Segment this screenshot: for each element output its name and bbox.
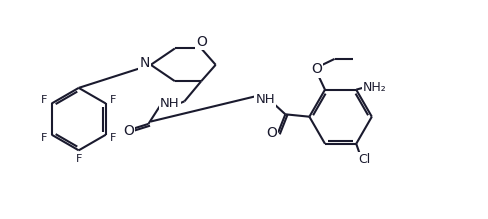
- Text: NH: NH: [160, 97, 180, 110]
- Text: O: O: [310, 62, 321, 76]
- Text: F: F: [41, 133, 47, 143]
- Text: F: F: [110, 133, 116, 143]
- Text: Cl: Cl: [358, 153, 370, 166]
- Text: F: F: [41, 95, 47, 105]
- Text: NH₂: NH₂: [362, 81, 386, 94]
- Text: O: O: [195, 35, 206, 49]
- Text: F: F: [110, 95, 116, 105]
- Text: O: O: [122, 124, 133, 138]
- Text: F: F: [75, 154, 82, 164]
- Text: NH: NH: [255, 93, 274, 106]
- Text: N: N: [139, 56, 149, 70]
- Text: O: O: [265, 125, 276, 140]
